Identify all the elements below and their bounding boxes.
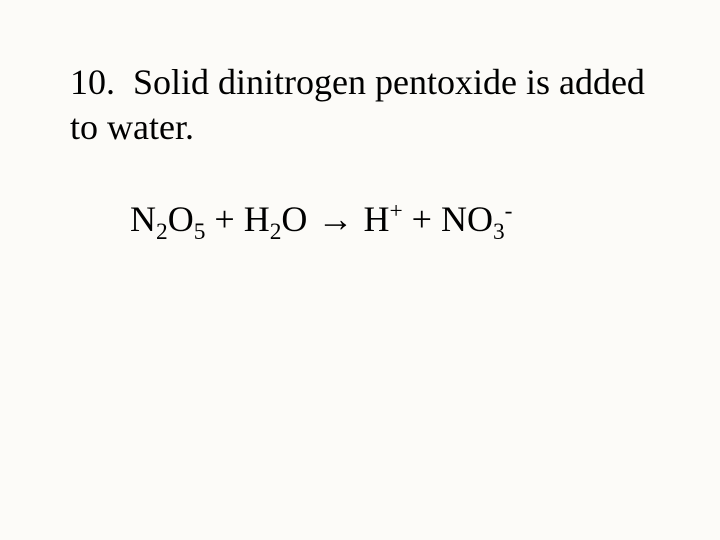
- product-2-sub: 3: [493, 219, 505, 245]
- reaction-arrow: →: [307, 198, 363, 239]
- reactant-2-element-b: O: [281, 199, 307, 239]
- reactant-1-element-a: N: [130, 199, 156, 239]
- equation-container: N2O5 + H2O → H+ + NO3-: [70, 198, 650, 240]
- reactant-1-sub-b: 5: [194, 219, 206, 245]
- product-1-charge: +: [389, 198, 402, 224]
- product-2-element: NO: [441, 199, 493, 239]
- chemical-equation: N2O5 + H2O → H+ + NO3-: [130, 199, 512, 239]
- product-1-element: H: [363, 199, 389, 239]
- slide: 10. Solid dinitrogen pentoxide is added …: [0, 0, 720, 540]
- reactant-2-element-a: H: [244, 199, 270, 239]
- plus-1: +: [205, 199, 243, 239]
- product-2-charge: -: [505, 198, 513, 224]
- question-number: 10.: [70, 62, 115, 102]
- reactant-1-element-b: O: [168, 199, 194, 239]
- reactant-2-sub-a: 2: [270, 219, 282, 245]
- question-text: Solid dinitrogen pentoxide is added to w…: [70, 62, 645, 147]
- plus-2: +: [403, 199, 441, 239]
- reactant-1-sub-a: 2: [156, 219, 168, 245]
- question-title: 10. Solid dinitrogen pentoxide is added …: [70, 60, 650, 150]
